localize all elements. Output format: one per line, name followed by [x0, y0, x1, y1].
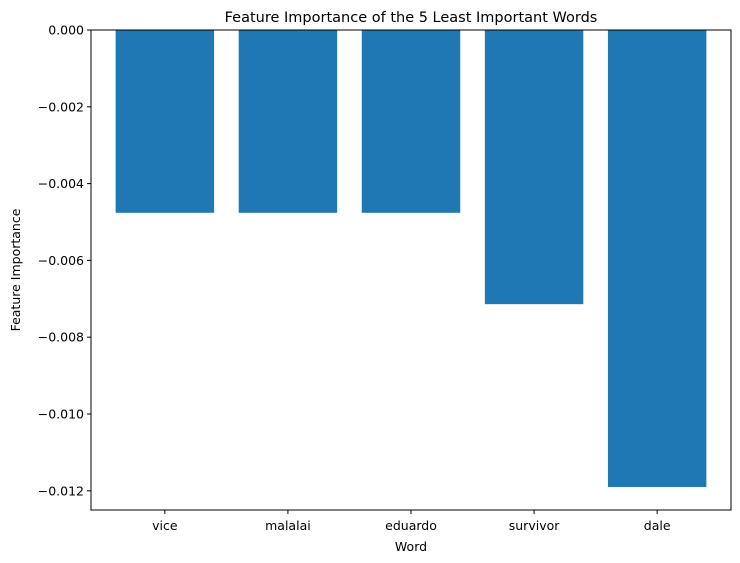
bar-vice [115, 30, 215, 213]
y-tick-label: −0.006 [38, 253, 84, 268]
x-tick-label: vice [152, 518, 178, 533]
bars-group [115, 30, 707, 487]
chart-title: Feature Importance of the 5 Least Import… [225, 10, 598, 26]
x-axis-label: Word [395, 539, 427, 554]
y-tick-label: −0.002 [38, 99, 84, 114]
x-axis-ticks: vice malalai eduardo survivor dale [152, 510, 671, 533]
y-tick-label: −0.010 [38, 407, 84, 422]
bar-eduardo [361, 30, 461, 213]
y-tick-label: −0.012 [38, 483, 84, 498]
bar-survivor [484, 30, 584, 305]
bar-dale [607, 30, 707, 487]
y-tick-label: −0.004 [38, 176, 84, 191]
x-tick-label: eduardo [385, 518, 437, 533]
x-tick-label: survivor [509, 518, 560, 533]
plot-frame [90, 29, 732, 511]
bar-malalai [238, 30, 338, 213]
x-tick-label: dale [644, 518, 671, 533]
y-axis-label: Feature Importance [8, 208, 23, 331]
y-axis-ticks: 0.000 −0.002 −0.004 −0.006 −0.008 −0.010 −0.01… [38, 23, 91, 498]
x-tick-label: malalai [265, 518, 311, 533]
y-tick-label: 0.000 [48, 23, 84, 38]
y-tick-label: −0.008 [38, 330, 84, 345]
